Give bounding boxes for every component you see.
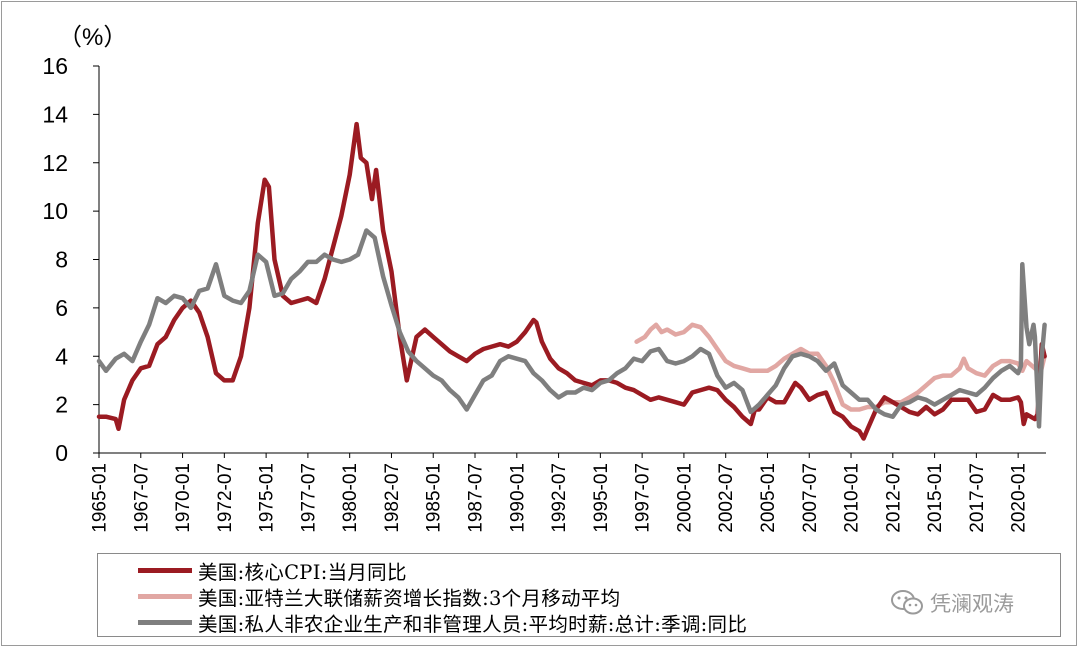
- x-tick-label: 1967-07: [131, 463, 152, 533]
- x-tick-label: 1997-07: [633, 463, 654, 533]
- y-axis-unit-label: （%）: [58, 24, 127, 51]
- y-tick-label: 8: [55, 247, 68, 273]
- watermark-text: 凭澜观涛: [930, 592, 1014, 616]
- y-tick-label: 4: [55, 343, 68, 369]
- series-layer: [96, 121, 1047, 441]
- legend-item-hourly-earnings: 美国:私人非农企业生产和非管理人员:平均时薪:总计:季调:同比: [138, 609, 748, 636]
- legend-label-core-cpi: 美国:核心CPI:当月同比: [198, 560, 407, 584]
- y-axis: 0 2 4 6 8 10 12 14 16: [42, 53, 100, 466]
- legend-swatch-core-cpi: [138, 567, 192, 573]
- y-tick-label: 10: [42, 198, 68, 224]
- watermark: 凭澜观涛: [890, 588, 1014, 618]
- x-tick-label: 1977-07: [298, 463, 319, 533]
- x-tick-label: 1995-01: [591, 463, 612, 533]
- y-tick-label: 14: [42, 101, 68, 127]
- legend: 美国:核心CPI:当月同比 美国:亚特兰大联储薪资增长指数:3个月移动平均 美国…: [97, 553, 1061, 637]
- x-tick-label: 1982-07: [382, 463, 403, 533]
- x-tick-label: 2000-01: [674, 463, 695, 533]
- series-core-cpi-line: [96, 121, 1047, 441]
- x-tick-label: 1990-01: [507, 463, 528, 533]
- x-tick-label: 2020-01: [1009, 463, 1030, 533]
- y-tick-label: 0: [55, 440, 68, 466]
- x-tick-label: 1980-01: [340, 463, 361, 533]
- x-tick-label: 1987-07: [466, 463, 487, 533]
- legend-label-hourly-earnings: 美国:私人非农企业生产和非管理人员:平均时薪:总计:季调:同比: [198, 612, 748, 636]
- legend-swatch-hourly-earnings: [138, 619, 192, 625]
- wechat-icon: [891, 590, 923, 615]
- x-tick-label: 2012-07: [883, 463, 904, 533]
- y-tick-label: 12: [42, 150, 68, 176]
- y-tick-label: 16: [42, 53, 68, 79]
- legend-swatch-atlanta-wage: [138, 593, 192, 599]
- y-tick-label: 2: [55, 392, 68, 418]
- x-tick-label: 2010-01: [842, 463, 863, 533]
- x-tick-label: 2005-01: [758, 463, 779, 533]
- series-atlanta-wage-line: [634, 322, 1047, 412]
- x-tick-label: 1985-01: [424, 463, 445, 533]
- x-tick-label: 1965-01: [90, 463, 111, 533]
- series-hourly-earnings-line: [96, 228, 1047, 429]
- x-tick-label: 1975-01: [257, 463, 278, 533]
- x-tick-label: 2017-07: [967, 463, 988, 533]
- y-tick-label: 6: [55, 295, 68, 321]
- line-chart: 0 2 4 6 8 10 12 14 16 1965-01 1967-07 1970-01 1972-…: [42, 24, 1047, 533]
- x-tick-label: 1992-07: [549, 463, 570, 533]
- x-tick-label: 1972-07: [215, 463, 236, 533]
- legend-label-atlanta-wage: 美国:亚特兰大联储薪资增长指数:3个月移动平均: [198, 586, 621, 610]
- legend-item-core-cpi: 美国:核心CPI:当月同比: [138, 557, 407, 584]
- legend-item-atlanta-wage: 美国:亚特兰大联储薪资增长指数:3个月移动平均: [138, 583, 621, 610]
- x-tick-label: 2007-07: [800, 463, 821, 533]
- x-tick-label: 2002-07: [716, 463, 737, 533]
- x-axis: 1965-01 1967-07 1970-01 1972-07 1975-01 1977-…: [90, 452, 1046, 533]
- x-tick-label: 2015-01: [925, 463, 946, 533]
- x-tick-label: 1970-01: [173, 463, 194, 533]
